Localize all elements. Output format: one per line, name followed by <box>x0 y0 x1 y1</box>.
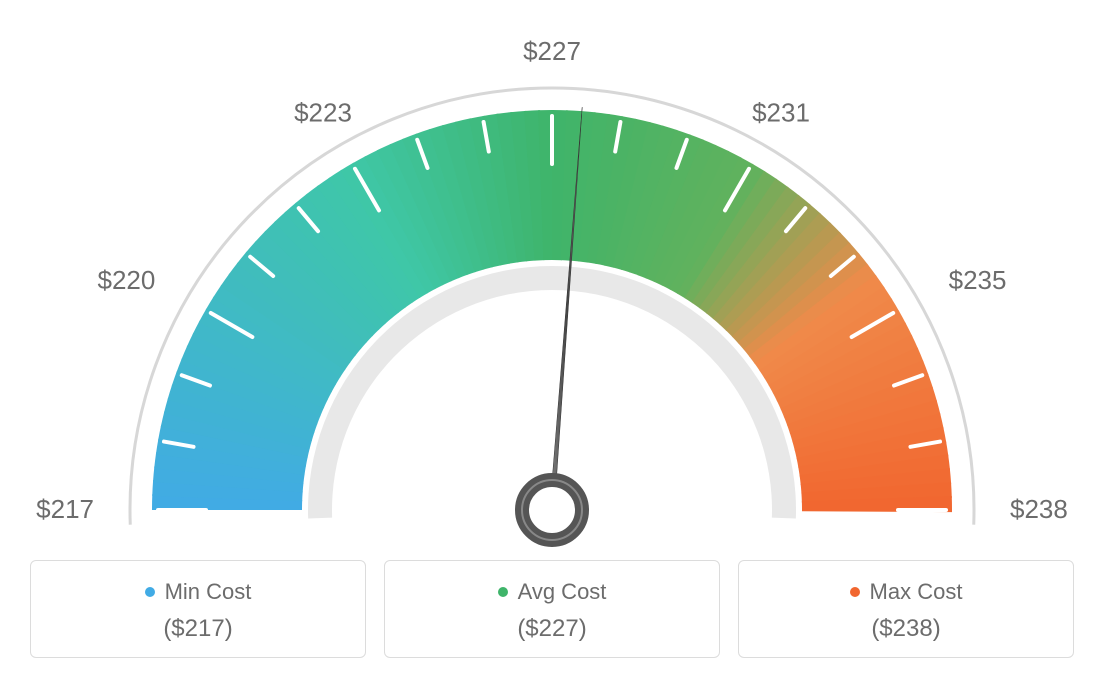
gauge-chart: $217 $220 $223 $227 $231 $235 $238 <box>0 0 1104 560</box>
svg-text:$231: $231 <box>752 97 810 127</box>
cost-cards: Min Cost ($217) Avg Cost ($227) Max Cost… <box>0 560 1104 658</box>
svg-text:$235: $235 <box>949 265 1007 295</box>
svg-text:$227: $227 <box>523 36 581 66</box>
avg-cost-card: Avg Cost ($227) <box>384 560 720 658</box>
svg-text:$217: $217 <box>36 494 94 524</box>
avg-cost-label: Avg Cost <box>518 579 607 605</box>
avg-dot-icon <box>498 587 508 597</box>
avg-cost-title: Avg Cost <box>498 579 607 605</box>
min-cost-label: Min Cost <box>165 579 252 605</box>
min-dot-icon <box>145 587 155 597</box>
max-cost-card: Max Cost ($238) <box>738 560 1074 658</box>
max-cost-title: Max Cost <box>850 579 963 605</box>
min-cost-card: Min Cost ($217) <box>30 560 366 658</box>
svg-text:$220: $220 <box>98 265 156 295</box>
min-cost-title: Min Cost <box>145 579 252 605</box>
max-cost-value: ($238) <box>739 615 1073 643</box>
avg-cost-value: ($227) <box>385 615 719 643</box>
min-cost-value: ($217) <box>31 615 365 643</box>
max-cost-label: Max Cost <box>870 579 963 605</box>
max-dot-icon <box>850 587 860 597</box>
gauge-svg: $217 $220 $223 $227 $231 $235 $238 <box>0 0 1104 560</box>
svg-text:$223: $223 <box>294 97 352 127</box>
svg-text:$238: $238 <box>1010 494 1068 524</box>
